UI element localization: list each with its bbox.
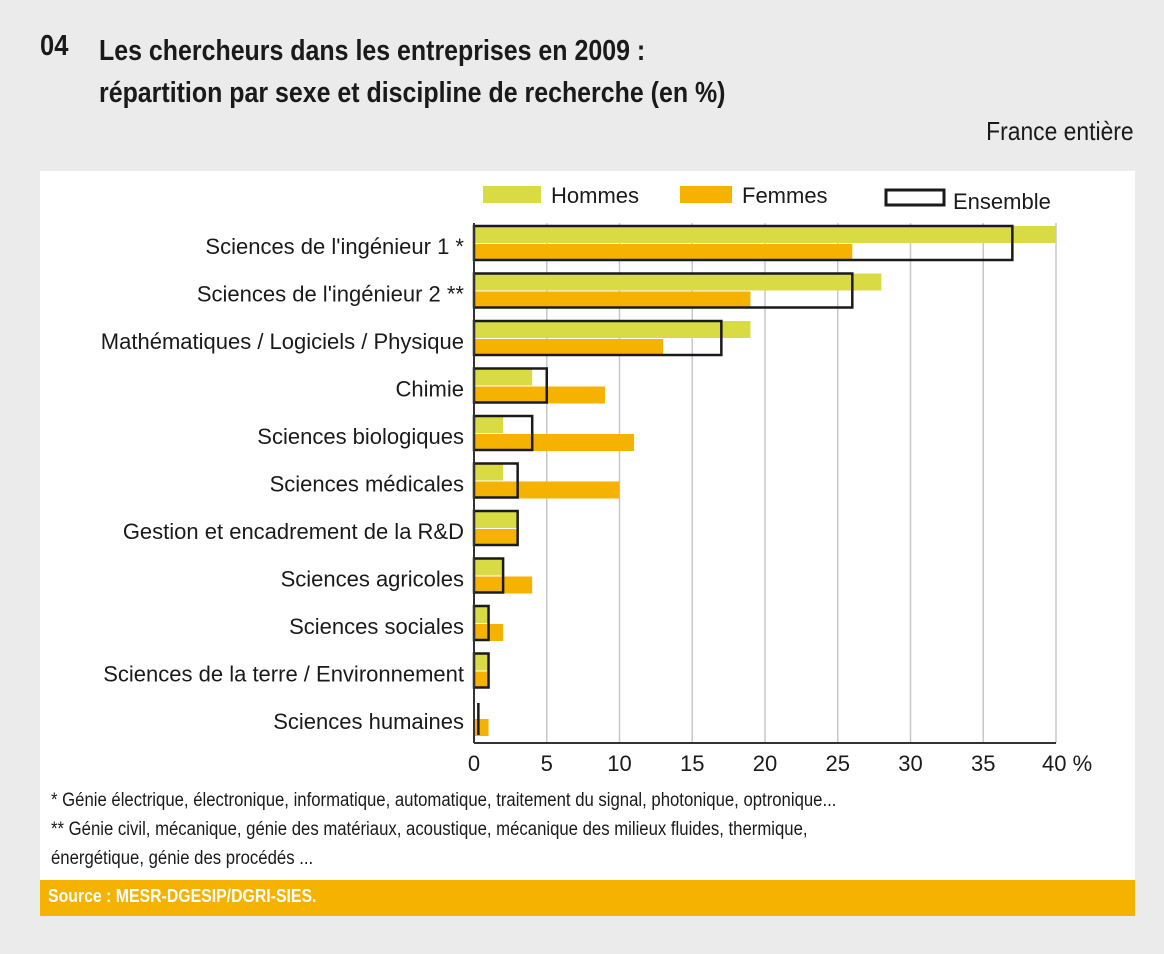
scope-label: France entière [986, 116, 1134, 146]
bar-femmes [474, 481, 620, 499]
bar-femmes [474, 434, 635, 451]
legend-swatch-ensemble [884, 188, 946, 207]
x-tick-label: 20 [753, 751, 777, 776]
legend-swatch-hommes [483, 186, 541, 203]
chart-title-line1: Les chercheurs dans les entreprises en 2… [99, 35, 646, 67]
category-label: Sciences biologiques [257, 424, 464, 449]
bar-femmes [474, 719, 489, 736]
category-label: Sciences agricoles [281, 567, 464, 592]
bar-femmes [474, 339, 664, 356]
bar-chart: Sciences de l'ingénieur 1 * Sciences de l… [101, 183, 1092, 776]
footnote-2-line2: énergétique, génie des procédés ... [51, 848, 314, 869]
category-label: Sciences de la terre / Environnement [103, 662, 464, 687]
figure-number: 04 [40, 30, 69, 62]
category-label: Sciences de l'ingénieur 2 ** [197, 282, 465, 307]
x-tick-label: 0 [468, 751, 480, 776]
bar-hommes [474, 321, 751, 338]
category-label: Chimie [396, 377, 464, 402]
footnote-1: * Génie électrique, électronique, inform… [51, 790, 837, 811]
x-tick-label: 40 % [1042, 751, 1092, 776]
bar-hommes [474, 368, 533, 386]
legend-label-ensemble: Ensemble [953, 189, 1051, 214]
chart-title: Les chercheurs dans les entreprises en 2… [99, 30, 725, 114]
category-label: Sciences sociales [289, 614, 464, 639]
category-label: Sciences humaines [273, 709, 464, 734]
category-label: Sciences de l'ingénieur 1 * [205, 234, 464, 259]
bar-hommes [474, 558, 504, 576]
footnote-2-line1: ** Génie civil, mécanique, génie des mat… [51, 819, 808, 840]
bar-hommes [474, 653, 489, 671]
chart-title-line2: répartition par sexe et discipline de re… [99, 77, 726, 109]
bar-hommes [474, 606, 489, 623]
x-tick-label: 10 [607, 751, 631, 776]
x-tick-label: 25 [826, 751, 850, 776]
x-tick-label: 5 [541, 751, 553, 776]
bar-hommes [474, 463, 504, 481]
category-label: Sciences médicales [270, 472, 464, 497]
source-text: Source : MESR-DGESIP/DGRI-SIES. [48, 886, 317, 906]
x-tick-label: 35 [971, 751, 995, 776]
source-block: Source : MESR-DGESIP/DGRI-SIES. [40, 852, 1135, 916]
bar-hommes [474, 511, 518, 528]
category-label: Mathématiques / Logiciels / Physique [101, 329, 464, 354]
category-label: Gestion et encadrement de la R&D [123, 519, 464, 544]
bar-femmes [474, 291, 751, 309]
bar-femmes [474, 671, 489, 689]
legend-label-femmes: Femmes [742, 183, 828, 208]
legend-label-hommes: Hommes [551, 183, 639, 208]
bar-femmes [474, 529, 518, 546]
bar-hommes [474, 226, 1056, 243]
legend-swatch-femmes [680, 186, 732, 203]
chart-panel: Sciences de l'ingénieur 1 * Sciences de l… [40, 171, 1135, 916]
source-bar [40, 880, 1135, 916]
x-tick-label: 15 [680, 751, 704, 776]
x-tick-label: 30 [898, 751, 922, 776]
bar-femmes [474, 386, 605, 404]
bar-femmes [474, 244, 853, 261]
bar-hommes [474, 273, 882, 291]
bar-hommes [474, 416, 504, 433]
